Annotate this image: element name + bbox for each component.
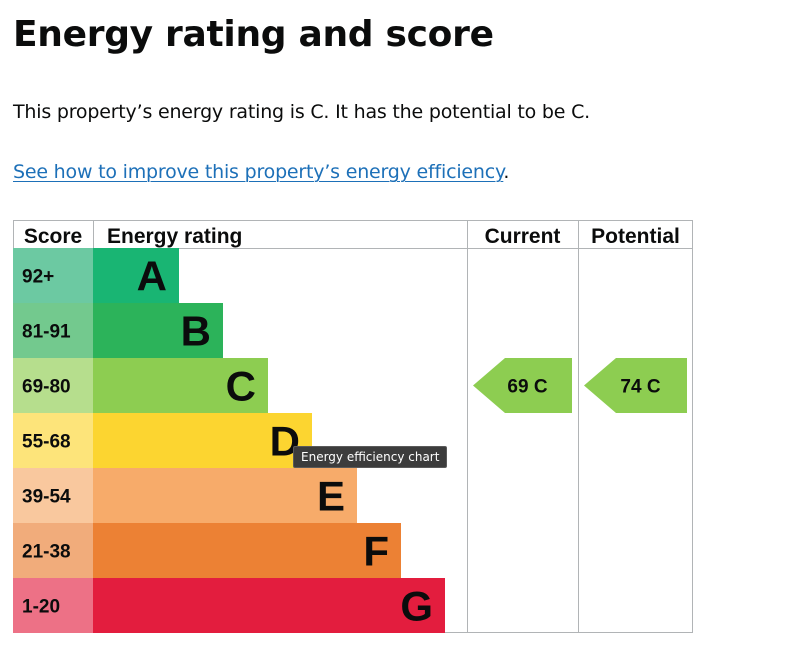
score-cell-f [13, 523, 93, 578]
band-bar-e [93, 468, 357, 523]
band-letter-f: F [363, 528, 389, 575]
band-bar-f [93, 523, 401, 578]
current-rating-label: 69 C [507, 377, 547, 398]
score-label-f: 21-38 [22, 542, 71, 563]
header-energy-rating: Energy rating [107, 225, 242, 248]
improve-paragraph: See how to improve this property’s energ… [13, 160, 509, 185]
potential-rating-label: 74 C [620, 377, 660, 398]
score-cell-e [13, 468, 93, 523]
band-letter-g: G [400, 583, 433, 630]
score-label-g: 1-20 [22, 597, 60, 618]
score-label-d: 55-68 [22, 432, 71, 453]
band-bar-a [93, 248, 179, 303]
band-letter-c: C [226, 363, 256, 410]
band-bar-d [93, 413, 312, 468]
improve-link-suffix: . [503, 161, 510, 183]
band-bar-g [93, 578, 445, 633]
band-bar-b [93, 303, 223, 358]
score-label-a: 92+ [22, 267, 54, 288]
rating-summary: This property’s energy rating is C. It h… [13, 101, 591, 123]
band-letter-a: A [137, 253, 167, 300]
header-potential: Potential [591, 225, 680, 248]
header-score: Score [24, 225, 82, 248]
score-label-c: 69-80 [22, 377, 71, 398]
band-letter-b: B [181, 308, 211, 355]
band-letter-e: E [317, 473, 345, 520]
score-label-b: 81-91 [22, 322, 71, 343]
score-cell-g [13, 578, 93, 633]
potential-rating-arrow [584, 358, 687, 413]
header-current: Current [485, 225, 561, 248]
score-cell-a [13, 248, 93, 303]
chart-bands: 92+ A81-91 B69-80 C55-68 D39-54 E21-38 F1-20 G [13, 248, 445, 633]
chart-markers: 69 C 74 C [473, 358, 687, 413]
band-bar-c [93, 358, 268, 413]
chart-headers: Score Energy rating Current Potential [24, 225, 680, 248]
score-label-e: 39-54 [22, 487, 71, 508]
improve-efficiency-link[interactable]: See how to improve this property’s energ… [13, 161, 504, 183]
current-rating-arrow [473, 358, 572, 413]
page-title: Energy rating and score [13, 14, 494, 55]
score-cell-b [13, 303, 93, 358]
score-cell-d [13, 413, 93, 468]
chart-tooltip: Energy efficiency chart [293, 446, 448, 468]
score-cell-c [13, 358, 93, 413]
